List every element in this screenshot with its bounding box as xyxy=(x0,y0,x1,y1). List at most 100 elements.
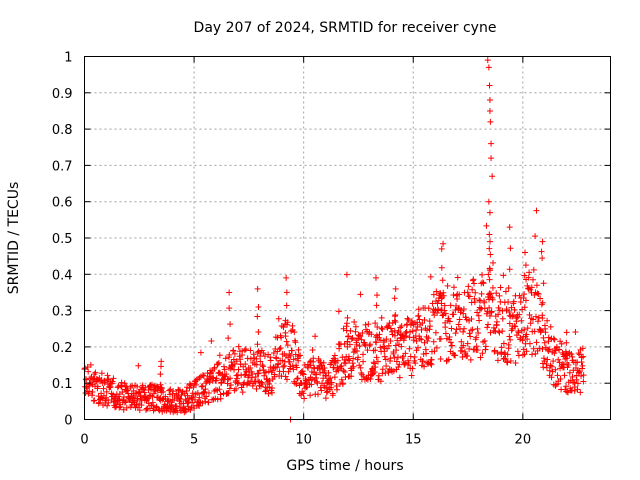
data-point xyxy=(574,386,581,393)
data-point xyxy=(452,307,459,314)
data-point xyxy=(445,356,452,363)
data-point xyxy=(233,358,240,365)
data-point xyxy=(387,325,394,332)
data-point xyxy=(499,315,506,322)
data-point xyxy=(479,271,486,278)
data-point xyxy=(255,329,262,336)
data-point xyxy=(543,364,550,371)
data-point xyxy=(394,337,401,344)
data-point xyxy=(292,339,299,346)
data-point xyxy=(225,335,232,342)
data-point xyxy=(424,338,431,345)
data-point xyxy=(497,298,504,305)
data-point xyxy=(395,328,402,335)
data-point xyxy=(234,380,241,387)
data-point xyxy=(227,381,234,388)
data-point xyxy=(489,284,496,291)
data-point xyxy=(458,307,465,314)
data-point xyxy=(432,329,439,336)
data-point xyxy=(203,393,210,400)
data-point xyxy=(243,368,250,375)
data-point xyxy=(287,352,294,359)
data-point xyxy=(458,338,465,345)
data-point xyxy=(448,325,455,332)
data-point xyxy=(562,348,569,355)
data-point xyxy=(242,346,249,353)
data-point xyxy=(535,291,542,298)
data-point xyxy=(485,321,492,328)
data-point xyxy=(409,328,416,335)
data-point xyxy=(387,355,394,362)
data-point xyxy=(375,372,382,379)
data-point xyxy=(377,337,384,344)
data-point xyxy=(511,322,518,329)
data-point xyxy=(471,299,478,306)
data-point xyxy=(512,360,519,367)
data-point xyxy=(484,57,491,64)
data-point xyxy=(391,332,398,339)
data-point xyxy=(104,372,111,379)
data-point xyxy=(502,356,509,363)
data-point xyxy=(556,346,563,353)
data-point xyxy=(484,324,491,331)
data-point xyxy=(142,384,149,391)
data-point xyxy=(116,404,123,411)
data-point xyxy=(395,363,402,370)
data-point xyxy=(464,289,471,296)
data-point xyxy=(216,352,223,359)
data-point xyxy=(580,353,587,360)
data-point xyxy=(425,335,432,342)
data-point xyxy=(290,356,297,363)
data-point xyxy=(103,388,110,395)
data-point xyxy=(341,368,348,375)
data-point xyxy=(570,379,577,386)
data-point xyxy=(196,402,203,409)
data-point xyxy=(222,355,229,362)
data-point xyxy=(459,354,466,361)
axis-ticks xyxy=(84,56,611,420)
data-point xyxy=(427,273,434,280)
data-point xyxy=(225,389,232,396)
data-point xyxy=(216,369,223,376)
data-point xyxy=(166,387,173,394)
x-tick-label: 0 xyxy=(80,433,88,448)
data-point xyxy=(473,343,480,350)
data-point xyxy=(342,360,349,367)
data-point xyxy=(205,399,212,406)
data-point xyxy=(487,267,494,274)
data-point xyxy=(173,403,180,410)
data-point xyxy=(110,375,117,382)
data-point xyxy=(373,292,380,299)
data-point xyxy=(381,353,388,360)
data-point xyxy=(86,388,93,395)
data-point xyxy=(539,315,546,322)
data-point xyxy=(121,399,128,406)
data-point xyxy=(127,383,134,390)
data-point xyxy=(189,390,196,397)
data-point xyxy=(338,363,345,370)
data-point xyxy=(479,350,486,357)
data-point xyxy=(439,277,446,284)
data-point xyxy=(507,336,514,343)
data-point xyxy=(202,386,209,393)
y-tick-label: 0.2 xyxy=(52,341,73,356)
data-point xyxy=(391,295,398,302)
data-point xyxy=(410,337,417,344)
data-point xyxy=(407,329,414,336)
data-point xyxy=(226,305,233,312)
data-point xyxy=(378,325,385,332)
data-point xyxy=(104,402,111,409)
data-point xyxy=(364,376,371,383)
data-point xyxy=(550,335,557,342)
data-point xyxy=(196,374,203,381)
data-point xyxy=(470,276,477,283)
data-point xyxy=(568,387,575,394)
data-point xyxy=(478,290,485,297)
data-point xyxy=(554,372,561,379)
data-point xyxy=(490,324,497,331)
data-point xyxy=(259,362,266,369)
data-point xyxy=(402,360,409,367)
data-point xyxy=(376,331,383,338)
data-point xyxy=(488,155,495,162)
